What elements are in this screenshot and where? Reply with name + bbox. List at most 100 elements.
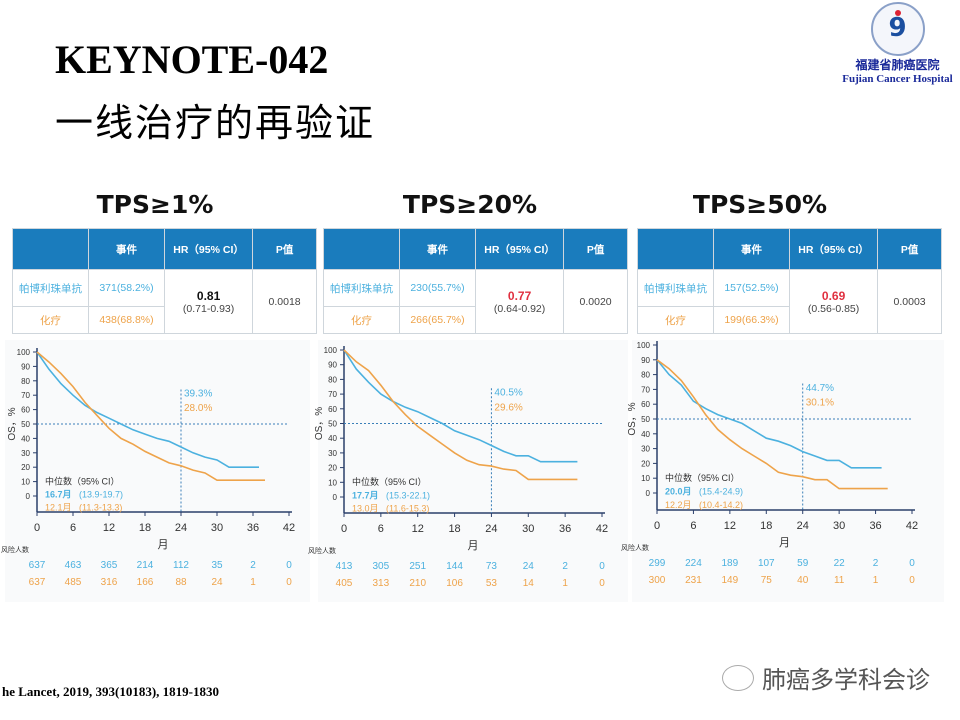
risk-chemo: 0 bbox=[909, 575, 915, 586]
risk-pembro: 2 bbox=[562, 561, 568, 572]
hr-value: 0.77 bbox=[507, 288, 532, 303]
risk-chemo: 1 bbox=[873, 575, 879, 586]
risk-chemo: 106 bbox=[446, 578, 463, 589]
y-axis-label: OS，% bbox=[7, 407, 18, 440]
watermark: 肺癌多学科会诊 bbox=[722, 660, 930, 695]
header-blank bbox=[323, 228, 400, 270]
hr-ci: (0.71-0.93) bbox=[182, 302, 235, 315]
risk-pembro: 0 bbox=[909, 558, 915, 569]
risk-chemo: 88 bbox=[175, 577, 187, 588]
median-pembro-ci: (15.4-24.9) bbox=[699, 486, 743, 496]
x-tick-label: 0 bbox=[341, 523, 347, 535]
x-tick-label: 42 bbox=[596, 523, 608, 535]
x-axis-label: 月 bbox=[158, 539, 169, 551]
risk-chemo: 300 bbox=[649, 575, 666, 586]
risk-chemo: 1 bbox=[562, 578, 568, 589]
chemo-curve bbox=[343, 349, 578, 481]
y-tick-label: 0 bbox=[26, 492, 31, 501]
x-axis-label: 月 bbox=[468, 540, 479, 552]
risk-pembro: 0 bbox=[286, 560, 292, 571]
x-tick-label: 12 bbox=[412, 523, 424, 535]
y-tick-label: 90 bbox=[328, 361, 337, 370]
y-tick-label: 80 bbox=[641, 371, 650, 380]
risk-pembro: 2 bbox=[873, 558, 879, 569]
risk-pembro: 305 bbox=[373, 561, 390, 572]
x-tick-label: 6 bbox=[690, 520, 696, 532]
median-header: 中位数（95% CI） bbox=[665, 472, 740, 483]
chemo-curve bbox=[656, 359, 888, 490]
hospital-seal-icon: 9 bbox=[870, 2, 925, 56]
y-tick-label: 0 bbox=[333, 493, 338, 502]
risk-chemo: 24 bbox=[211, 577, 223, 588]
hr-ci: (0.56-0.85) bbox=[807, 302, 860, 315]
risk-label: 风险人数 bbox=[621, 543, 649, 552]
y-tick-label: 10 bbox=[328, 478, 337, 487]
slide-title: KEYNOTE-042 bbox=[55, 37, 329, 82]
y-tick-label: 30 bbox=[328, 449, 337, 458]
risk-chemo: 231 bbox=[685, 575, 702, 586]
x-tick-label: 42 bbox=[283, 522, 295, 534]
wechat-icon bbox=[722, 664, 754, 691]
header-events: 事件 bbox=[713, 228, 790, 270]
x-tick-label: 36 bbox=[869, 520, 881, 532]
x-tick-label: 12 bbox=[103, 522, 115, 534]
risk-chemo: 313 bbox=[373, 578, 390, 589]
pembro-curve bbox=[656, 359, 882, 469]
events-chemo: 266(65.7%) bbox=[399, 306, 476, 334]
x-tick-label: 18 bbox=[760, 520, 772, 532]
risk-chemo: 1 bbox=[250, 577, 256, 588]
hr-cell: 0.81 (0.71-0.93) bbox=[163, 269, 254, 334]
y-tick-label: 50 bbox=[641, 415, 650, 424]
results-table: 事件 HR（95% CI） P值 帕博利珠单抗 371(58.2%) 0.81 (0.7… bbox=[12, 228, 317, 334]
x-tick-label: 6 bbox=[378, 523, 384, 535]
risk-pembro: 73 bbox=[486, 561, 498, 572]
risk-chemo: 11 bbox=[834, 575, 845, 586]
y-tick-label: 90 bbox=[21, 362, 30, 371]
rate24-pembro: 40.5% bbox=[494, 388, 522, 399]
y-tick-label: 100 bbox=[17, 348, 31, 357]
p-value: 0.0018 bbox=[252, 269, 317, 334]
risk-chemo: 0 bbox=[286, 577, 292, 588]
rate24-chemo: 29.6% bbox=[494, 402, 522, 413]
header-hr: HR（95% CI） bbox=[474, 228, 565, 270]
km-charts: 0102030405060708090100063763764634851236… bbox=[1, 341, 918, 589]
x-tick-label: 24 bbox=[485, 523, 497, 535]
risk-pembro: 144 bbox=[446, 561, 463, 572]
median-pembro: 17.7月 bbox=[352, 490, 379, 500]
y-tick-label: 60 bbox=[21, 406, 30, 415]
y-tick-label: 10 bbox=[641, 474, 650, 483]
header-p: P值 bbox=[252, 228, 317, 270]
pembro-curve bbox=[36, 351, 259, 468]
hr-value: 0.69 bbox=[821, 288, 846, 303]
risk-pembro: 224 bbox=[685, 558, 702, 569]
hospital-logo: 9 福建省肺癌医院 Fujian Cancer Hospital bbox=[840, 2, 955, 85]
arm-chemo: 化疗 bbox=[637, 306, 714, 334]
arm-chemo: 化疗 bbox=[323, 306, 400, 334]
y-tick-label: 80 bbox=[328, 375, 337, 384]
tps-title: TPS≥1% bbox=[96, 190, 214, 219]
risk-chemo: 405 bbox=[336, 578, 353, 589]
risk-pembro: 22 bbox=[834, 558, 846, 569]
header-blank bbox=[12, 228, 89, 270]
risk-pembro: 112 bbox=[173, 560, 189, 571]
pembro-curve bbox=[343, 349, 578, 463]
y-tick-label: 20 bbox=[21, 463, 30, 472]
arm-pembro: 帕博利珠单抗 bbox=[12, 269, 89, 307]
y-axis-label: OS，% bbox=[627, 402, 638, 435]
median-chemo: 12.1月 bbox=[45, 502, 72, 512]
median-header: 中位数（95% CI） bbox=[45, 475, 120, 486]
risk-pembro: 463 bbox=[65, 560, 82, 571]
events-pembro: 157(52.5%) bbox=[713, 269, 790, 307]
median-chemo-ci: (11.3-13.3) bbox=[79, 502, 122, 512]
risk-chemo: 0 bbox=[599, 578, 605, 589]
risk-chemo: 14 bbox=[523, 578, 535, 589]
risk-pembro: 0 bbox=[599, 561, 605, 572]
risk-pembro: 2 bbox=[250, 560, 256, 571]
risk-chemo: 316 bbox=[101, 577, 118, 588]
rate24-pembro: 39.3% bbox=[184, 389, 212, 400]
logo-cn: 福建省肺癌医院 bbox=[855, 58, 940, 72]
y-tick-label: 50 bbox=[328, 420, 337, 429]
events-chemo: 199(66.3%) bbox=[713, 306, 790, 334]
y-tick-label: 30 bbox=[21, 449, 30, 458]
y-tick-label: 20 bbox=[328, 464, 337, 473]
